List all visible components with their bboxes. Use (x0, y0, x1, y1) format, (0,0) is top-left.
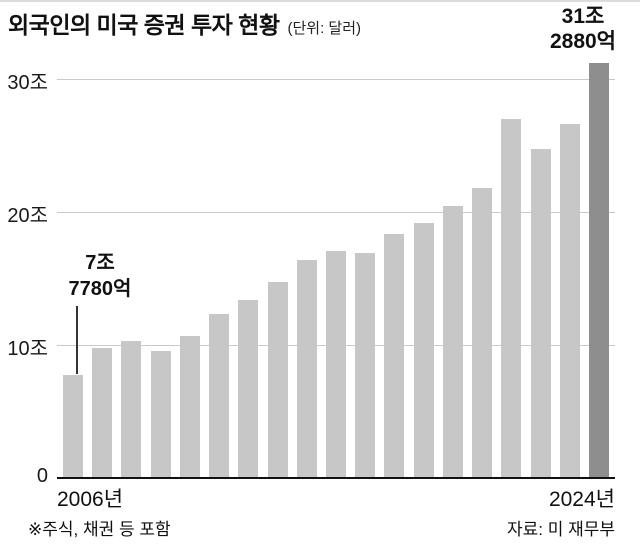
bar-2023 (559, 123, 580, 478)
gridline-20 (57, 212, 615, 213)
top-divider (0, 0, 640, 2)
gridline-30 (57, 79, 615, 80)
last-bar-value-label: 31조 2880억 (533, 4, 633, 54)
bar-2021 (501, 118, 522, 478)
bar-2016 (355, 252, 376, 478)
bar-2024 (588, 62, 609, 478)
unit-note: (단위: 달러) (287, 20, 362, 37)
first-bar-callout-line (76, 306, 78, 374)
bars (57, 60, 615, 478)
bar-2008 (121, 341, 142, 478)
source-credit: 자료: 미 재무부 (506, 520, 615, 539)
bar-2022 (530, 149, 551, 478)
bar-2015 (325, 251, 346, 478)
last-bar-value-line1: 31조 (561, 5, 605, 28)
x-label-last-year: 2024년 (548, 488, 615, 511)
first-bar-value-label: 7조 7780억 (45, 250, 155, 302)
chart-header: 외국인의 미국 증권 투자 현황 (단위: 달러) (8, 6, 361, 40)
chart-title: 외국인의 미국 증권 투자 현황 (8, 12, 280, 38)
bar-2019 (442, 206, 463, 478)
bar-2012 (238, 300, 259, 478)
bar-2007 (92, 348, 113, 478)
bar-2011 (209, 313, 230, 478)
bar-2014 (296, 260, 317, 478)
footnote: ※주식, 채권 등 포함 (28, 520, 171, 539)
bar-2018 (413, 223, 434, 478)
x-label-first-year: 2006년 (57, 488, 124, 511)
y-tick-30: 30조 (7, 72, 48, 94)
bar-2006 (63, 374, 83, 478)
last-bar-value-line2: 2880억 (549, 30, 617, 53)
first-bar-value-line2: 7780억 (68, 278, 132, 300)
y-tick-10: 10조 (7, 338, 48, 360)
x-axis-line (57, 477, 615, 479)
bar-2009 (150, 350, 171, 478)
first-bar-value-line1: 7조 (85, 252, 115, 274)
y-tick-20: 20조 (7, 205, 48, 227)
bar-2020 (472, 187, 493, 478)
y-tick-0: 0 (36, 465, 48, 487)
bar-2010 (179, 336, 200, 478)
bar-2013 (267, 281, 288, 478)
bar-2017 (384, 233, 405, 478)
